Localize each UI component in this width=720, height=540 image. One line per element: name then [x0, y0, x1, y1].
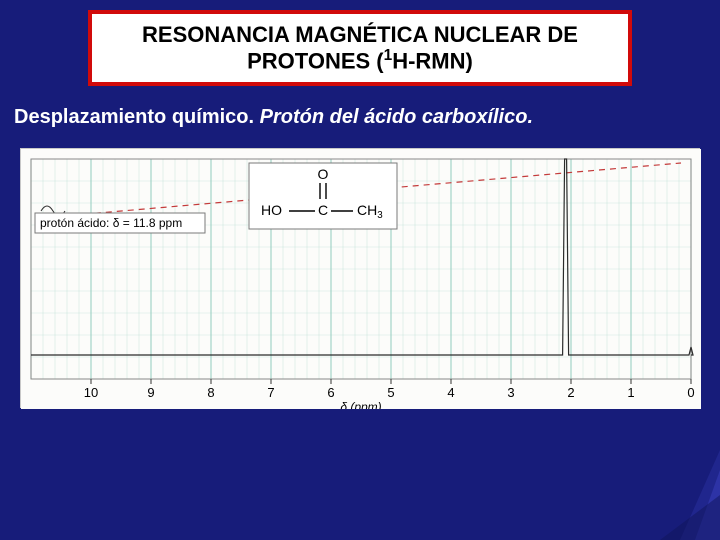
svg-text:7: 7 — [267, 385, 274, 400]
svg-text:HO: HO — [261, 202, 282, 218]
corner-decoration — [600, 450, 720, 540]
title-box: RESONANCIA MAGNÉTICA NUCLEAR DE PROTONES… — [88, 10, 632, 86]
title-line2: PROTONES (1H-RMN) — [102, 47, 618, 74]
svg-text:δ (ppm): δ (ppm) — [340, 400, 381, 409]
svg-text:10: 10 — [84, 385, 98, 400]
svg-text:protón ácido: δ = 11.8 ppm: protón ácido: δ = 11.8 ppm — [40, 216, 182, 230]
svg-text:6: 6 — [327, 385, 334, 400]
subtitle: Desplazamiento químico. Protón del ácido… — [14, 106, 533, 129]
svg-text:0: 0 — [687, 385, 694, 400]
svg-text:9: 9 — [147, 385, 154, 400]
svg-text:8: 8 — [207, 385, 214, 400]
chart-svg: protón ácido: δ = 11.8 ppmOHOCCH31098765… — [21, 149, 701, 409]
title-line1: RESONANCIA MAGNÉTICA NUCLEAR DE — [102, 22, 618, 47]
svg-text:O: O — [318, 166, 329, 182]
svg-text:5: 5 — [387, 385, 394, 400]
svg-text:2: 2 — [567, 385, 574, 400]
nmr-spectrum-chart: protón ácido: δ = 11.8 ppmOHOCCH31098765… — [20, 148, 700, 408]
svg-text:C: C — [318, 202, 328, 218]
svg-text:4: 4 — [447, 385, 454, 400]
svg-text:1: 1 — [627, 385, 634, 400]
svg-text:3: 3 — [507, 385, 514, 400]
